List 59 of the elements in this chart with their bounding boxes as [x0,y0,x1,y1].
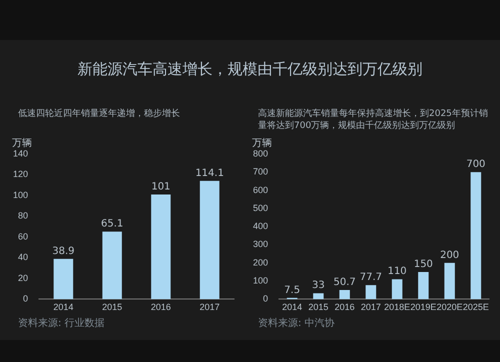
x-tick-label: 2016 [334,302,355,312]
y-axis-title: 万辆 [12,137,32,149]
chart-subtitle: 高速新能源汽车销量每年保持高速增长，到2025年预计销量将达到700万辆，规模由千亿级别达到万亿级别 [258,108,489,133]
x-tick-label: 2020E [436,302,463,312]
y-tick-label: 100 [12,190,28,200]
data-label: 110 [388,266,407,278]
y-tick-label: 20 [18,272,28,283]
data-label: 150 [414,258,433,270]
bar [392,279,402,300]
y-tick-label: 140 [12,148,28,158]
y-tick-label: 400 [252,221,268,232]
x-tick-label: 2015 [308,302,328,312]
data-label: 33 [312,280,325,292]
data-label: 7.5 [284,284,300,296]
y-tick-label: 60 [18,231,28,242]
y-axis-title: 万辆 [252,137,272,149]
text: 资料来源: 行业数据 [18,316,106,330]
y-tick-label: 120 [12,169,28,180]
y-tick-label: 800 [252,148,268,158]
bar [444,262,455,300]
data-label: 38.9 [52,246,75,257]
x-tick-label: 2014 [53,302,74,312]
data-label: 114.1 [195,168,224,179]
data-label: 200 [440,250,460,261]
y-tick-label: 40 [18,252,28,262]
chart-subtitle: 低速四轮近四年销量逐年递增，稳步增长 [18,108,181,121]
y-tick-label: 500 [252,202,268,213]
data-label: 77.7 [360,272,382,284]
bar [366,285,376,300]
x-tick-label: 2025E [462,302,489,312]
text: 资料来源: 中汽协 [258,316,336,330]
y-tick-label: 200 [252,257,268,268]
x-tick-label: 2017 [360,302,381,312]
bar [102,232,122,300]
bar [200,180,220,300]
y-tick-label: 100 [252,276,268,286]
bar [418,272,429,300]
bar [313,293,324,300]
bar [339,290,350,300]
x-tick-label: 2018E [384,302,410,312]
x-tick-label: 2014 [282,302,302,312]
bar [470,172,482,300]
bar [54,258,74,300]
chart-title: 新能源汽车高速增长，规模由千亿级别达到万亿级别 [76,60,424,79]
data-label: 700 [466,159,486,170]
y-tick-label: 700 [252,166,268,177]
y-tick-label: 0 [263,294,268,304]
y-tick-label: 600 [252,184,268,195]
x-tick-label: 2019E [410,302,436,312]
x-tick-label: 2015 [102,302,122,312]
data-label: 65.1 [101,218,124,230]
bar [151,194,171,300]
y-tick-label: 300 [252,239,268,250]
y-tick-label: 80 [18,210,28,221]
data-label: 101 [151,181,170,192]
y-tick-label: 0 [23,294,28,304]
x-tick-label: 2016 [150,302,171,312]
data-label: 50.7 [334,277,356,288]
x-tick-label: 2017 [200,302,220,312]
